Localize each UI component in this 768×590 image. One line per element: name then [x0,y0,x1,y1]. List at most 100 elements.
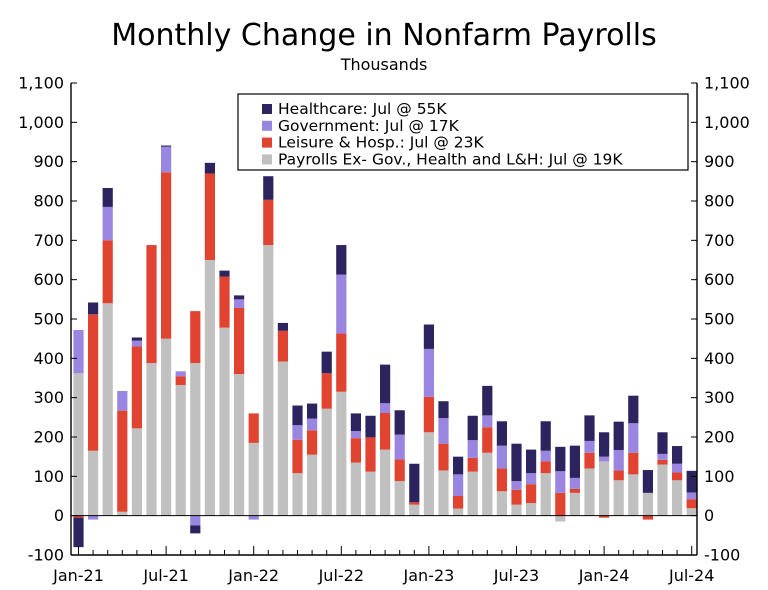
bar-segment [380,403,391,413]
bar-segment [599,456,610,462]
bar-segment [467,415,478,441]
bar-segment [161,146,172,173]
bar-segment [117,390,128,411]
y-tick-label-right: 400 [704,349,735,368]
bar-segment [613,449,624,471]
legend-swatch [262,154,272,165]
bar-segment [423,348,434,397]
bar-segment [277,322,288,331]
bar-segment [496,421,507,446]
bar-segment [204,162,215,174]
y-tick-label-right: 300 [704,388,735,407]
legend-label: Government: Jul @ 17K [278,117,460,135]
bar-segment [131,428,142,516]
bar-segment [190,515,201,526]
bar-segment [146,363,157,516]
y-tick-label-right: 800 [704,192,735,211]
bar-segment [321,408,332,516]
legend-swatch [262,137,272,148]
bar-segment [336,333,347,392]
bar-segment [117,410,128,512]
bar-segment [555,492,566,516]
bar-segment [511,489,522,505]
bar-segment [394,434,405,460]
bar-segment [73,515,84,518]
bar-segment [423,432,434,516]
bar-segment [599,515,610,518]
bar-segment [453,456,464,475]
bar-segment [555,471,566,493]
bar-segment [394,410,405,435]
bar-segment [672,463,683,473]
bar-segment [686,470,697,493]
bar-segment [496,491,507,516]
bar-segment [657,432,668,454]
bar-segment [628,452,639,475]
bar-segment [336,274,347,334]
bar-segment [511,443,522,482]
bar-segment [380,449,391,516]
bar-segment [350,462,361,516]
bar-segment [307,430,318,455]
bar-segment [540,450,551,462]
bar-segment [263,176,274,200]
bar-segment [219,276,230,328]
bar-segment [263,199,274,246]
bar-segment [350,413,361,432]
bar-segment [102,303,113,516]
bar-segment [292,439,303,474]
bar-segment [292,405,303,426]
bar-segment [584,440,595,453]
bar-segment [175,371,186,377]
bar-segment [336,245,347,275]
bar-segment [234,307,245,375]
bar-segment [307,454,318,516]
bar-segment [248,413,259,443]
bar-segment [496,468,507,492]
bar-segment [88,302,99,315]
x-tick-label: Jan-23 [403,566,455,585]
bar-segment [88,314,99,451]
bar-segment [321,351,332,374]
bar-segment [380,413,391,450]
bar-segment [409,504,420,516]
bar-segment [277,330,288,362]
y-tick-label-left: 1,000 [18,113,64,132]
bar-segment [526,449,537,474]
bar-segment [482,385,493,416]
bar-segment [219,327,230,516]
bar-segment [642,470,653,493]
bar-segment [161,145,172,147]
bar-segment [584,452,595,469]
bar-segment [190,525,201,534]
bar-segment [672,446,683,464]
bar-segment [599,432,610,457]
bar-segment [234,299,245,308]
bar-segment [161,338,172,516]
bar-segment [657,453,668,460]
bar-segment [453,474,464,496]
bar-segment [102,240,113,304]
bar-segment [496,445,507,469]
x-tick-label: Jul-22 [318,566,364,585]
bar-segment [365,437,376,472]
x-tick-label: Jul-24 [668,566,714,585]
bar-segment [88,450,99,516]
y-tick-label-right: 600 [704,270,735,289]
bar-segment [672,480,683,516]
bar-segment [511,481,522,490]
y-tick-label-right: 500 [704,310,735,329]
x-tick-label: Jan-22 [227,566,279,585]
bar-segment [423,324,434,349]
bar-segment [307,418,318,431]
bar-segment [248,515,259,520]
bar-segment [438,401,449,419]
bar-segment [584,468,595,516]
bar-segment [526,473,537,485]
bar-segment [234,295,245,300]
y-tick-label-left: 100 [33,467,64,486]
bar-segment [365,415,376,438]
bar-segment [380,364,391,404]
bar-segment [277,361,288,516]
